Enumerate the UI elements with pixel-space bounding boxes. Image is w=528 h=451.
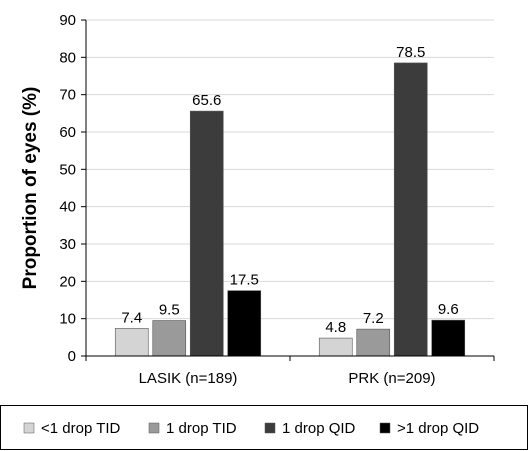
bar-1-drop-tid-0 <box>114 328 149 357</box>
bar-1-drop-qid-1 <box>393 62 428 357</box>
bars <box>114 62 466 357</box>
data-label: 7.2 <box>363 310 384 327</box>
y-tick-label: 50 <box>59 161 76 178</box>
x-category-label: PRK (n=209) <box>348 370 435 387</box>
legend-label: <1 drop TID <box>41 420 121 437</box>
legend-swatch <box>264 422 276 434</box>
bar-1-drop-qid-1 <box>431 319 466 357</box>
legend-swatch <box>148 422 160 434</box>
data-label: 4.8 <box>325 319 346 336</box>
data-label: 7.4 <box>121 309 142 326</box>
legend-box <box>0 405 528 450</box>
y-tick-label: 40 <box>59 199 76 216</box>
bar-1-drop-tid-0 <box>152 320 187 357</box>
y-tick-label: 0 <box>68 348 76 365</box>
gridlines <box>86 19 494 320</box>
data-label: 17.5 <box>230 272 259 289</box>
y-tick-label: 10 <box>59 311 76 328</box>
legend-swatch <box>23 422 35 434</box>
data-label: 9.6 <box>438 301 459 318</box>
legend-label: >1 drop QID <box>397 420 479 437</box>
legend: <1 drop TID 1 drop TID 1 drop QID >1 drop Q… <box>0 405 528 450</box>
data-label: 65.6 <box>192 92 221 109</box>
y-tick-label: 60 <box>59 124 76 141</box>
legend-swatch <box>379 422 391 434</box>
bar-1-drop-qid-0 <box>227 290 262 357</box>
bar-1-drop-tid-1 <box>318 337 353 357</box>
y-tick-label: 90 <box>59 12 76 29</box>
y-tick-labels: 0 10 20 30 40 50 60 70 80 90 <box>59 12 76 365</box>
y-tick-label: 20 <box>59 273 76 290</box>
data-labels: 7.4 9.5 65.6 17.5 4.8 7.2 78.5 9.6 <box>121 44 458 336</box>
legend-label: 1 drop QID <box>282 420 356 437</box>
x-category-label: LASIK (n=189) <box>139 370 238 387</box>
y-tick-label: 70 <box>59 87 76 104</box>
y-tick-label: 30 <box>59 236 76 253</box>
data-label: 78.5 <box>396 44 425 61</box>
y-axis-label: Proportion of eyes (%) <box>20 87 41 290</box>
y-tick-label: 80 <box>59 49 76 66</box>
legend-label: 1 drop TID <box>166 420 237 437</box>
bar-1-drop-qid-0 <box>189 110 224 357</box>
data-label: 9.5 <box>159 302 180 319</box>
x-category-labels: LASIK (n=189) PRK (n=209) <box>139 370 436 387</box>
bar-1-drop-tid-1 <box>356 328 391 357</box>
axes <box>81 19 495 361</box>
